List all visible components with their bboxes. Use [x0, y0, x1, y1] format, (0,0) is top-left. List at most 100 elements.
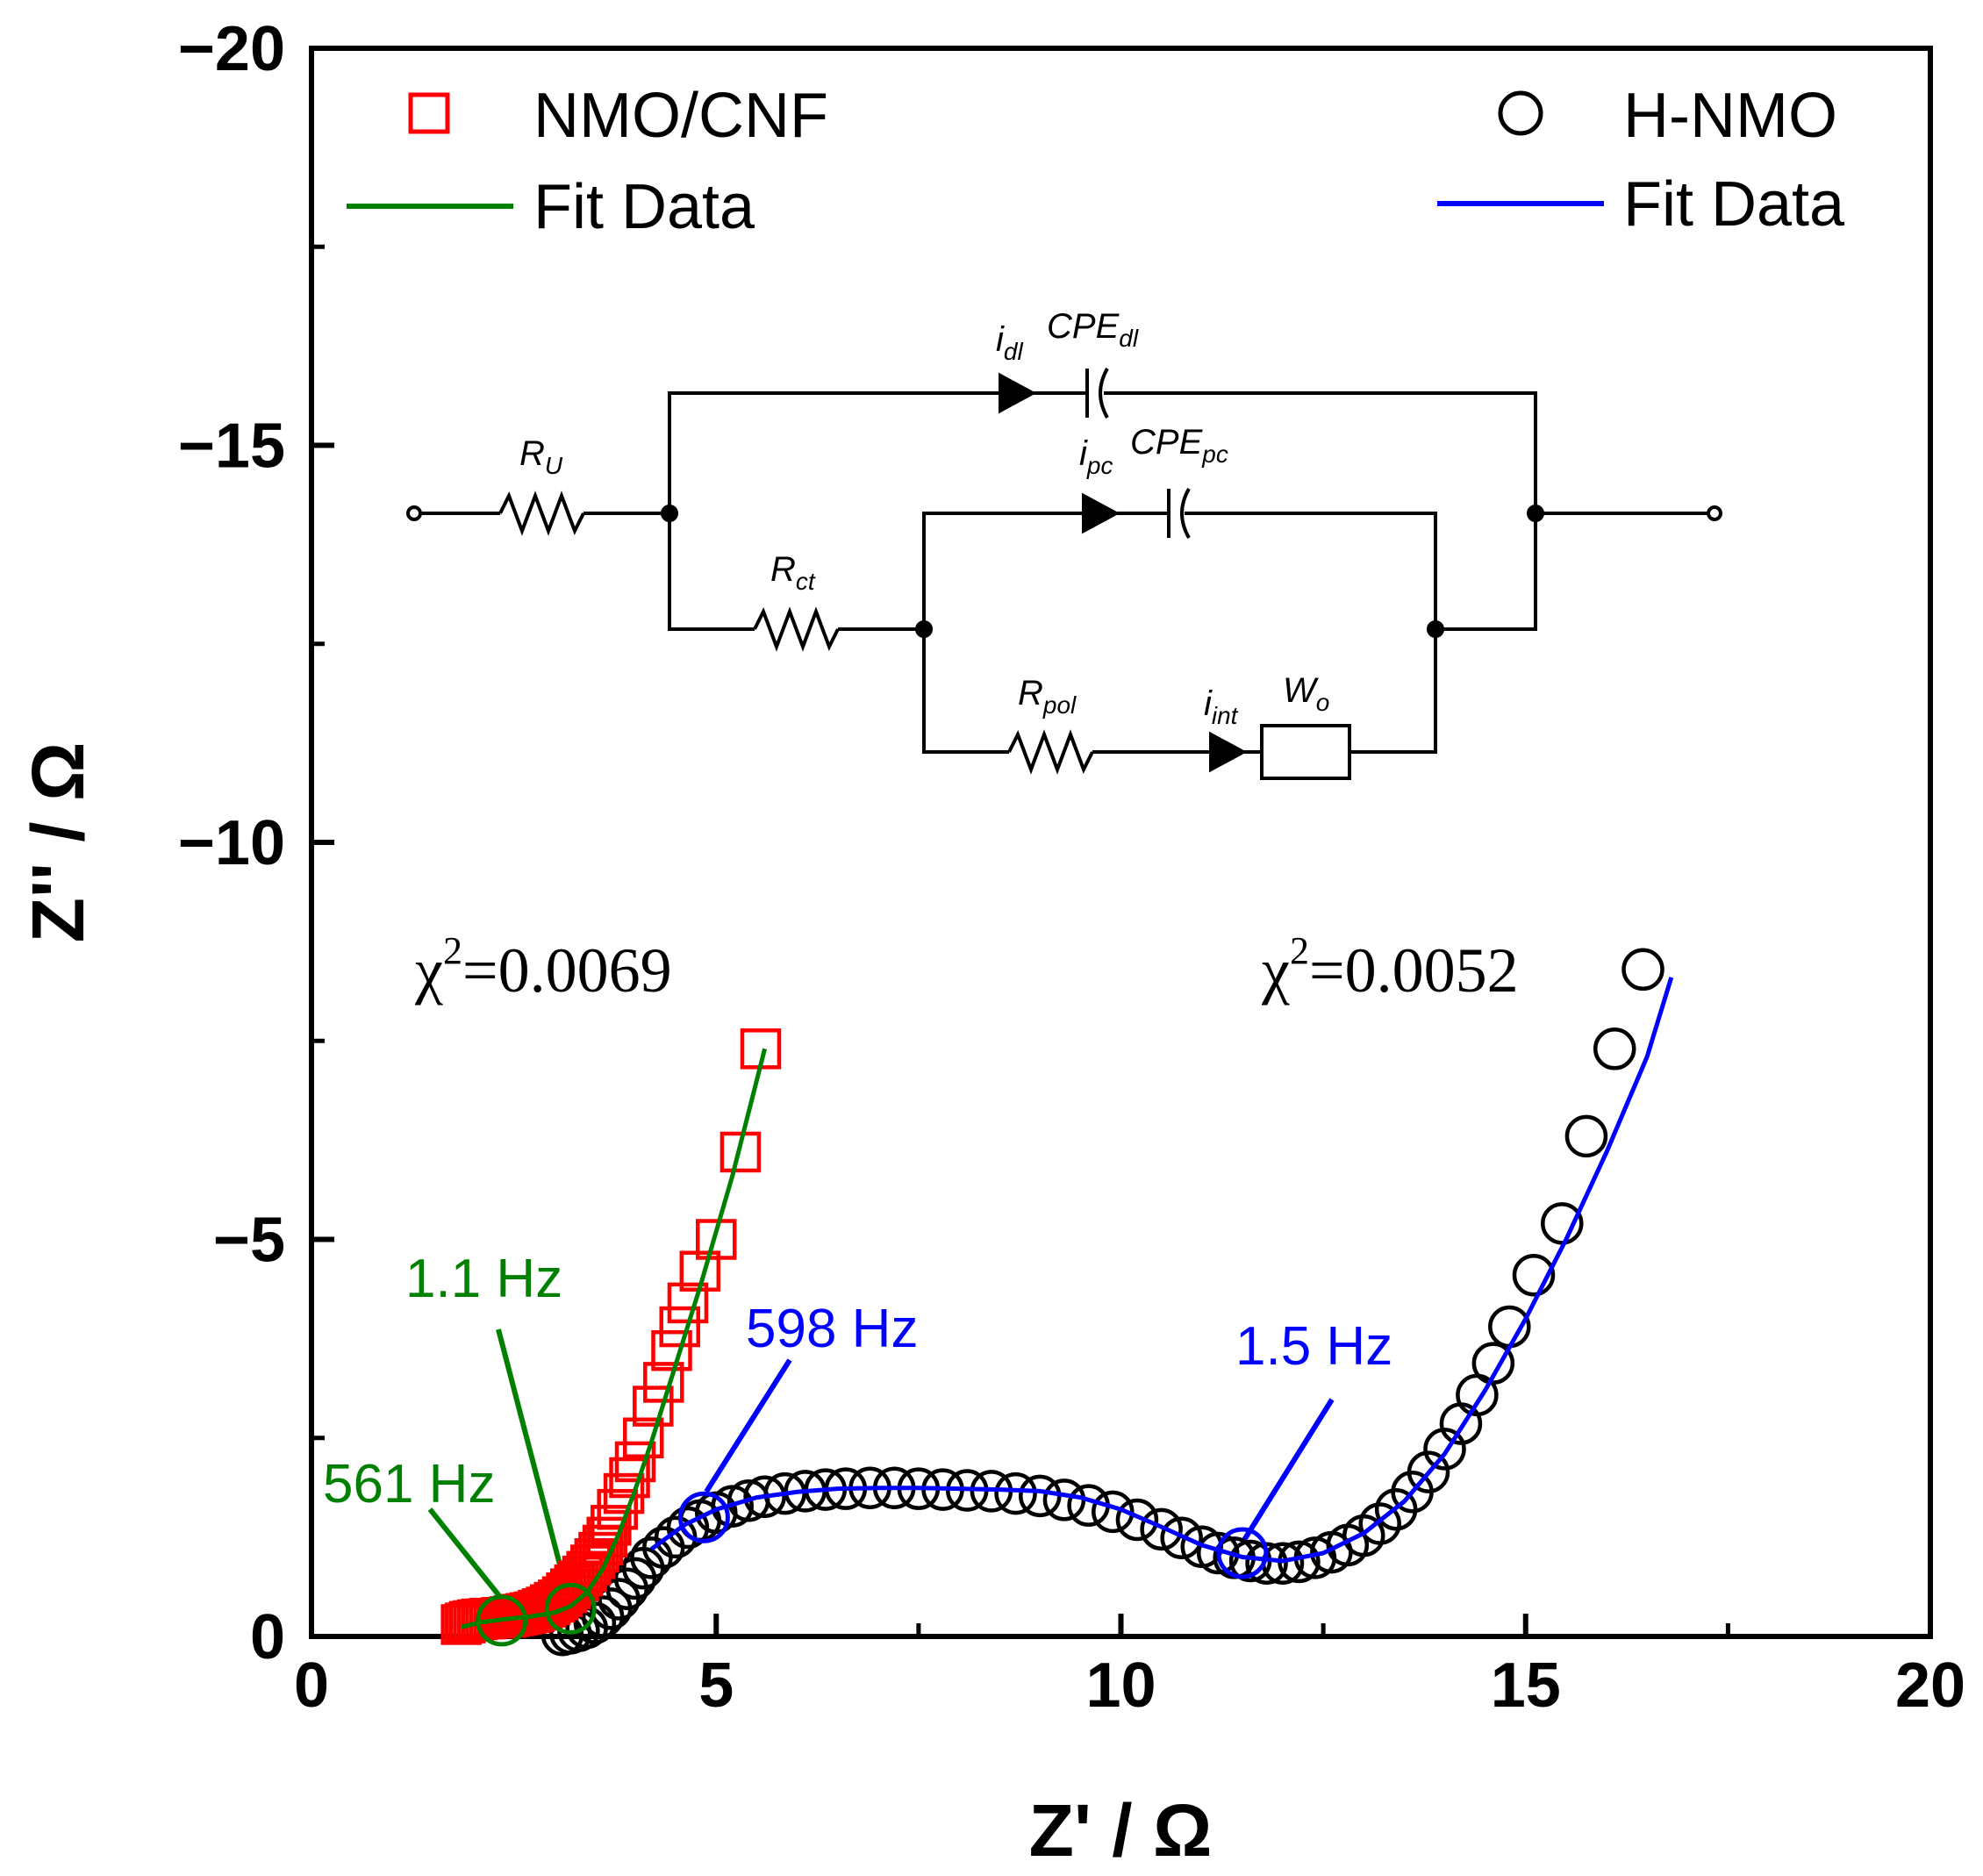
- x-tick-label: 0: [294, 1650, 329, 1721]
- warburg-element: [1260, 724, 1351, 780]
- h-nmo-fit-line: [649, 977, 1674, 1564]
- svg-text:Wo: Wo: [1283, 671, 1329, 716]
- h-nmo-point: [1358, 1502, 1401, 1545]
- wire-top-branch: [668, 391, 1085, 513]
- arrow-idl: [999, 372, 1037, 414]
- leader-598hz: [704, 1358, 792, 1493]
- frequency-marker-circle: [544, 1582, 597, 1635]
- nmo-cnf-point: [719, 1131, 762, 1173]
- freq-label-1-5hz: 1.5 Hz: [1235, 1316, 1392, 1377]
- resistor-ru: [498, 490, 585, 536]
- x-tick-label: 10: [1085, 1650, 1156, 1721]
- label-rpol-sub: pol: [1042, 691, 1077, 719]
- legend-marker-nmo-cnf: [408, 92, 450, 134]
- circuit-terminal-right: [1707, 505, 1722, 521]
- legend-label-nmo-fit: Fit Data: [533, 172, 755, 242]
- h-nmo-point: [1564, 1114, 1608, 1158]
- fit-lines: [461, 977, 1674, 1629]
- nmo-cnf-point: [591, 1505, 632, 1546]
- h-nmo-point: [1092, 1490, 1135, 1534]
- cpe-pc-plate-2: [1180, 488, 1191, 539]
- label-cpedl-main: CPE: [1047, 307, 1120, 346]
- leader-1-1hz: [496, 1328, 569, 1589]
- svg-text:RU: RU: [519, 434, 563, 479]
- nmo-cnf-point: [614, 1441, 656, 1483]
- h-nmo-point: [994, 1471, 1037, 1515]
- wire-mid-to-right: [1435, 513, 1537, 631]
- chi-left-value: =0.0069: [462, 935, 672, 1006]
- arrow-iint: [1209, 731, 1248, 773]
- wire-pc-right: [1185, 512, 1437, 629]
- freq-label-598hz: 598 Hz: [746, 1299, 918, 1359]
- label-idl-sub: dl: [1004, 338, 1024, 365]
- frequency-marker-circles: [476, 1491, 1269, 1647]
- nmo-cnf-point: [609, 1457, 650, 1499]
- h-nmo-point: [743, 1475, 786, 1518]
- svg-text:iint: iint: [1204, 684, 1239, 729]
- label-idl-main: i: [996, 320, 1005, 359]
- h-nmo-point: [1115, 1498, 1159, 1542]
- y-tick-label: −10: [178, 808, 285, 878]
- label-cpepc-sub: pc: [1201, 440, 1228, 468]
- label-iint-sub: int: [1212, 702, 1239, 729]
- y-axis-title: Z'' / Ω: [17, 742, 99, 943]
- label-wo-main: W: [1283, 671, 1319, 710]
- series-h-nmo: [540, 948, 1664, 1657]
- wire-wo-right: [1349, 629, 1437, 754]
- wire-top-right: [1104, 391, 1537, 513]
- legend-label-nmo-cnf: NMO/CNF: [533, 81, 828, 151]
- nmo-cnf-point: [622, 1417, 664, 1458]
- resistor-rpol: [1007, 729, 1094, 775]
- svg-text:Rpol: Rpol: [1018, 674, 1077, 719]
- nmo-cnf-point: [578, 1531, 619, 1573]
- h-nmo-point: [1245, 1542, 1288, 1585]
- label-rct-main: R: [770, 550, 796, 589]
- h-nmo-point: [1593, 1028, 1636, 1070]
- svg-text:idl: idl: [996, 320, 1023, 365]
- x-axis-title: Z' / Ω: [1029, 1789, 1213, 1872]
- h-nmo-point: [1621, 948, 1664, 992]
- svg-text:CPEdl: CPEdl: [1047, 307, 1139, 352]
- frequency-marker-circle: [677, 1491, 730, 1543]
- h-nmo-point: [1471, 1342, 1515, 1385]
- svg-text:CPEpc: CPEpc: [1130, 423, 1228, 468]
- x-tick-label: 5: [698, 1650, 734, 1721]
- frequency-marker-circle: [476, 1594, 528, 1647]
- wire-pol-branch: [922, 629, 1009, 754]
- label-cpepc-main: CPE: [1130, 423, 1204, 462]
- chi-square-h-nmo: χ2=0.0052: [1261, 929, 1519, 1006]
- nmo-cnf-point: [603, 1472, 645, 1514]
- h-nmo-point: [1512, 1253, 1556, 1297]
- equivalent-circuit: [406, 368, 1722, 780]
- y-tick-label: 0: [250, 1602, 285, 1672]
- h-nmo-point: [1407, 1450, 1450, 1493]
- resistor-rct: [753, 606, 840, 652]
- circuit-terminal-left: [406, 505, 422, 521]
- h-nmo-point: [1042, 1479, 1086, 1522]
- label-wo-sub: o: [1316, 689, 1330, 716]
- nmo-cnf-point: [633, 1386, 674, 1427]
- label-iint-main: i: [1204, 684, 1213, 723]
- leader-1-5hz: [1242, 1398, 1335, 1542]
- label-ipc-sub: pc: [1086, 452, 1113, 479]
- h-nmo-point: [1423, 1428, 1466, 1471]
- plot-frame: [309, 46, 1933, 1639]
- h-nmo-point: [642, 1526, 685, 1569]
- chi-left-sup: 2: [443, 929, 462, 972]
- legend: NMO/CNF Fit Data H-NMO Fit Data: [347, 81, 1845, 242]
- arrow-ipc: [1082, 492, 1120, 534]
- wire-pc-branch: [922, 512, 1167, 629]
- label-rpol-main: R: [1018, 674, 1043, 712]
- chi-right-sup: 2: [1290, 929, 1309, 972]
- nmo-cnf-point: [651, 1329, 692, 1371]
- chi-left-prefix: χ: [414, 935, 443, 1006]
- x-tick-label: 20: [1895, 1650, 1965, 1721]
- label-cpedl-sub: dl: [1119, 325, 1139, 352]
- label-ipc-main: i: [1079, 434, 1088, 473]
- axis-tick-labels: 0 5 10 15 20 0 −5 −10 −15 −20: [178, 14, 1965, 1721]
- frequency-marker-circle: [1216, 1527, 1269, 1579]
- nmo-cnf-point: [597, 1488, 638, 1530]
- freq-label-561hz: 561 Hz: [323, 1454, 495, 1514]
- svg-text:ipc: ipc: [1079, 434, 1113, 479]
- axis-ticks: [309, 46, 1933, 1639]
